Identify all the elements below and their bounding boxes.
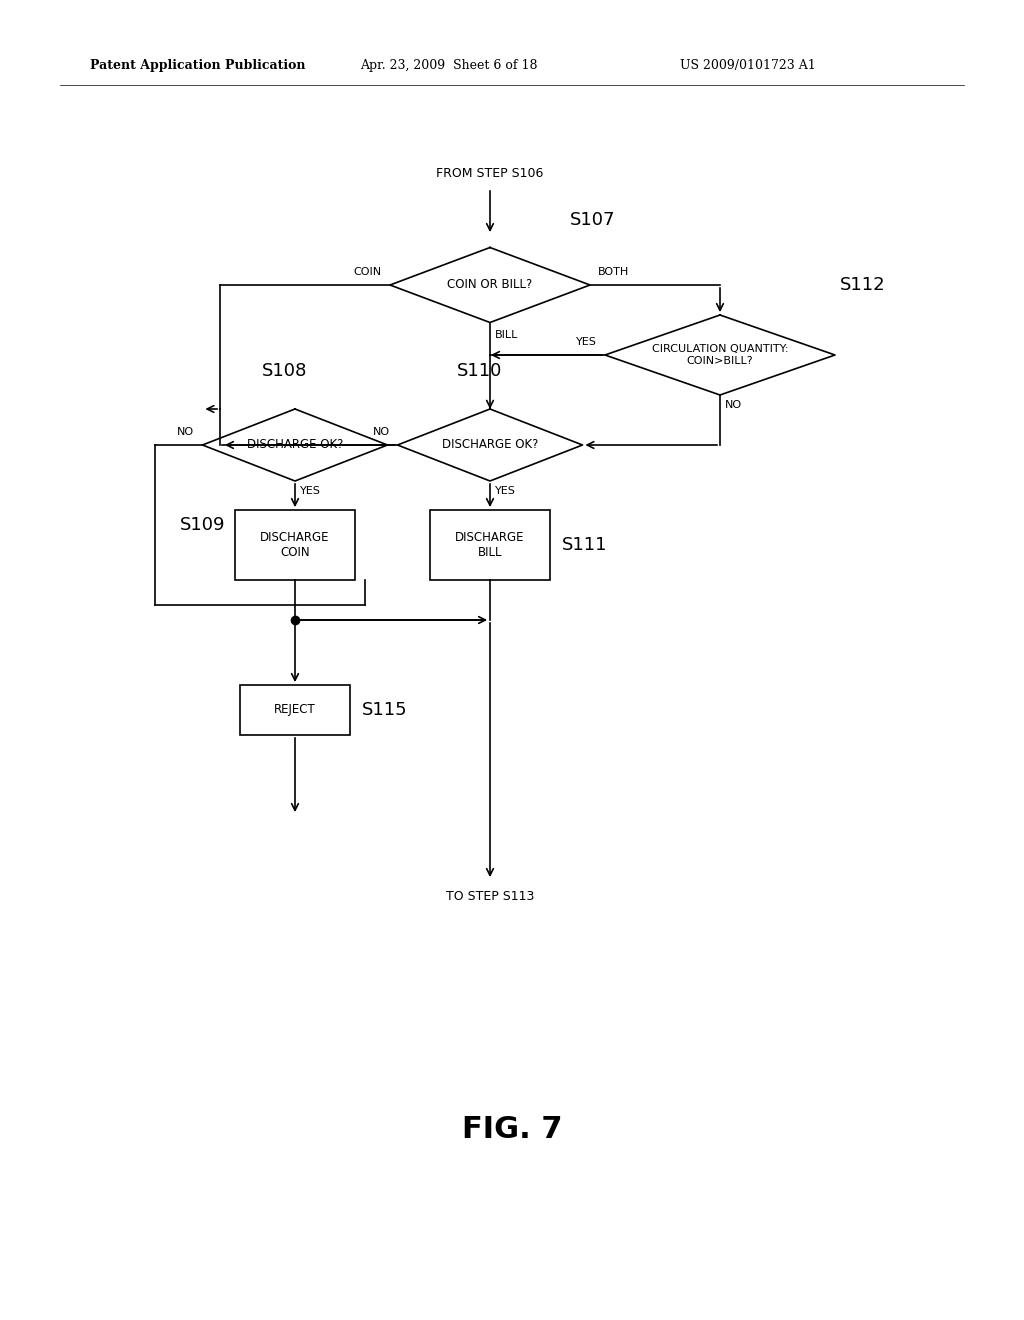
Text: COIN: COIN [354, 267, 382, 277]
Text: Apr. 23, 2009  Sheet 6 of 18: Apr. 23, 2009 Sheet 6 of 18 [360, 58, 538, 71]
Text: US 2009/0101723 A1: US 2009/0101723 A1 [680, 58, 816, 71]
Text: S107: S107 [570, 211, 615, 228]
Text: COIN OR BILL?: COIN OR BILL? [447, 279, 532, 292]
Text: BILL: BILL [495, 330, 518, 341]
Text: Patent Application Publication: Patent Application Publication [90, 58, 305, 71]
Text: TO STEP S113: TO STEP S113 [445, 890, 535, 903]
Text: S108: S108 [262, 362, 307, 380]
Text: S112: S112 [840, 276, 886, 294]
Text: S111: S111 [562, 536, 607, 554]
Text: FIG. 7: FIG. 7 [462, 1115, 562, 1144]
Text: S109: S109 [180, 516, 225, 535]
Text: DISCHARGE OK?: DISCHARGE OK? [247, 438, 343, 451]
Bar [234, 510, 355, 579]
Text: DISCHARGE
BILL: DISCHARGE BILL [456, 531, 524, 558]
Text: S115: S115 [362, 701, 408, 719]
Text: BOTH: BOTH [598, 267, 630, 277]
Text: YES: YES [495, 486, 516, 496]
Bar [430, 510, 550, 579]
Text: NO: NO [373, 426, 389, 437]
Bar [240, 685, 350, 735]
Text: S110: S110 [458, 362, 503, 380]
Text: FROM STEP S106: FROM STEP S106 [436, 168, 544, 180]
Text: CIRCULATION QUANTITY:
COIN>BILL?: CIRCULATION QUANTITY: COIN>BILL? [651, 345, 788, 366]
Text: YES: YES [577, 337, 597, 347]
Text: REJECT: REJECT [274, 704, 315, 717]
Text: DISCHARGE
COIN: DISCHARGE COIN [260, 531, 330, 558]
Text: YES: YES [300, 486, 321, 496]
Text: NO: NO [177, 426, 195, 437]
Text: NO: NO [725, 400, 742, 411]
Text: DISCHARGE OK?: DISCHARGE OK? [441, 438, 539, 451]
